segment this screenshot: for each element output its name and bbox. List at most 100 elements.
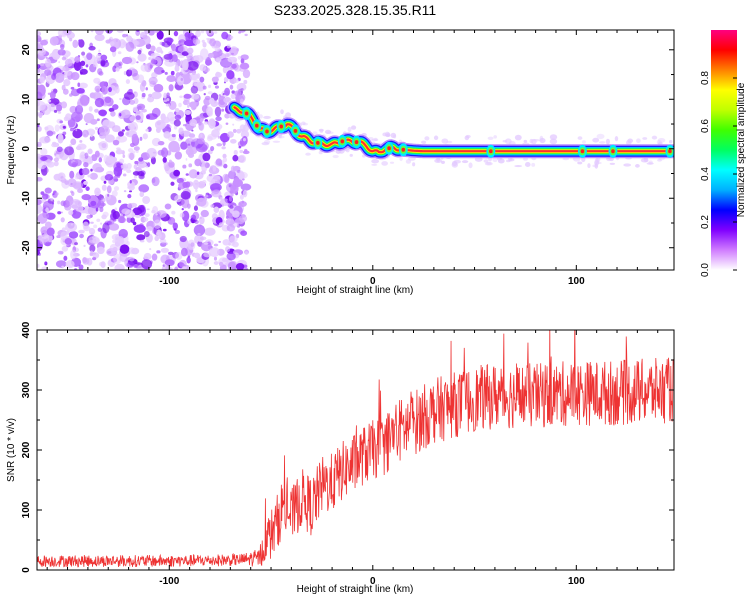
noise-blob — [74, 242, 78, 246]
noise-blob — [94, 30, 104, 36]
noise-blob — [179, 212, 185, 218]
noise-blob — [109, 243, 121, 252]
noise-blob — [70, 71, 80, 81]
noise-blob — [114, 263, 125, 270]
noise-blob — [195, 183, 199, 187]
noise-blob — [131, 212, 136, 218]
noise-blob — [53, 161, 59, 167]
noise-blob — [78, 39, 82, 43]
noise-blob — [181, 208, 184, 211]
ridge-halo-blob — [539, 137, 546, 144]
noise-blob — [94, 97, 105, 108]
ridge-halo-blob — [453, 159, 462, 164]
noise-blob — [57, 133, 64, 144]
noise-blob — [221, 108, 225, 112]
noise-blob — [143, 217, 149, 222]
noise-blob — [49, 91, 56, 100]
noise-blob — [92, 60, 97, 68]
noise-blob — [101, 142, 107, 149]
noise-blob — [128, 69, 133, 75]
noise-blob — [161, 69, 165, 73]
noise-blob — [120, 109, 131, 119]
noise-blob — [196, 143, 208, 153]
ridge-knot-peak — [293, 128, 298, 133]
ridge-halo-blob — [300, 121, 306, 126]
noise-blob — [56, 235, 61, 239]
noise-blob — [164, 259, 175, 267]
noise-blob — [186, 256, 191, 264]
noise-blob — [53, 157, 60, 162]
noise-blob — [199, 64, 207, 72]
noise-blob — [100, 54, 108, 61]
noise-blob — [187, 143, 191, 146]
noise-blob — [180, 247, 188, 257]
noise-blob — [180, 130, 191, 137]
noise-blob — [152, 206, 159, 214]
ridge-halo-blob — [522, 157, 529, 161]
noise-blob — [149, 64, 153, 69]
noise-blob — [122, 33, 127, 38]
ridge-knot-peak — [611, 149, 615, 154]
noise-blob — [117, 216, 125, 224]
ridge-halo-blob — [646, 162, 654, 165]
noise-blob — [168, 84, 174, 92]
noise-blob — [57, 250, 64, 255]
noise-blob — [177, 45, 189, 53]
noise-blob — [193, 252, 201, 259]
noise-blob — [101, 85, 108, 95]
ridge-halo-blob — [549, 138, 558, 145]
noise-blob — [166, 98, 170, 102]
noise-blob — [69, 37, 73, 42]
ridge-halo-blob — [605, 138, 610, 145]
ridge-halo-blob — [592, 137, 600, 143]
noise-blob — [87, 148, 93, 155]
noise-blob — [166, 75, 177, 83]
noise-blob — [125, 79, 131, 84]
noise-blob — [204, 95, 211, 101]
noise-blob — [156, 250, 161, 254]
noise-blob — [37, 91, 43, 101]
noise-blob — [64, 58, 73, 67]
noise-blob — [187, 104, 190, 108]
ridge-halo-blob — [635, 164, 640, 168]
noise-blob — [168, 140, 180, 153]
noise-blob — [98, 125, 110, 137]
ridge-halo-blob — [669, 139, 673, 144]
noise-blob — [174, 266, 179, 270]
ridge-halo-blob — [487, 136, 494, 140]
ridge-halo-blob — [636, 138, 641, 144]
noise-blob — [37, 30, 42, 37]
noise-blob — [71, 111, 83, 122]
ridge-halo-blob — [319, 129, 324, 134]
noise-blob — [37, 124, 40, 128]
noise-blob — [148, 93, 153, 98]
noise-blob — [41, 266, 48, 270]
noise-blob — [240, 230, 248, 236]
noise-blob — [203, 92, 206, 96]
noise-blob — [230, 165, 236, 173]
noise-blob — [118, 213, 123, 217]
noise-blob — [162, 228, 167, 232]
y-tick-label: 200 — [21, 441, 32, 458]
noise-blob — [208, 247, 220, 258]
noise-blob — [52, 131, 56, 135]
noise-blob — [171, 210, 176, 215]
noise-blob — [216, 128, 221, 132]
noise-blob — [131, 115, 136, 121]
noise-blob — [52, 194, 58, 199]
ridge-knot-peak — [387, 146, 391, 151]
noise-blob — [126, 261, 135, 268]
noise-blob — [74, 56, 81, 63]
noise-blob — [182, 181, 188, 189]
noise-blob — [89, 252, 94, 257]
noise-blob — [174, 195, 182, 203]
ridge-halo-blob — [642, 137, 648, 140]
noise-blob — [122, 154, 126, 159]
noise-blob — [128, 184, 135, 191]
noise-blob — [90, 134, 93, 138]
noise-blob — [37, 100, 46, 111]
noise-blob — [60, 231, 68, 241]
noise-blob — [226, 252, 236, 261]
noise-blob — [133, 91, 137, 94]
noise-blob — [188, 136, 198, 142]
